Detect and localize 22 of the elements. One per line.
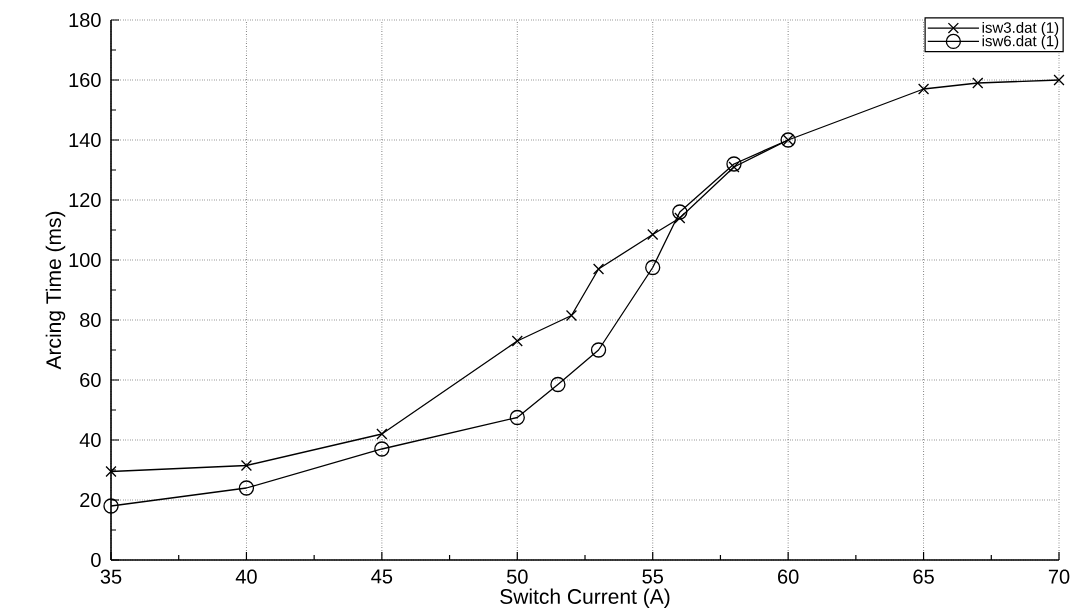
x-tick-label: 70 [1048, 569, 1070, 584]
x-tick-label: 45 [371, 569, 393, 584]
y-tick-label: 40 [79, 432, 101, 448]
y-tick-label: 60 [80, 372, 101, 388]
x-tick-label: 50 [506, 569, 528, 584]
y-tick-label: 120 [69, 192, 101, 208]
y-tick-label: 0 [91, 552, 101, 568]
y-tick-label: 100 [69, 252, 101, 268]
y-axis-title: Arcing Time (ms) [45, 211, 66, 370]
x-axis-title: Switch Current (A) [500, 588, 670, 609]
x-tick-label: 60 [778, 569, 799, 584]
x-tick-label: 55 [642, 569, 664, 584]
legend-label: isw6.dat (1) [982, 35, 1059, 50]
y-tick-label: 180 [69, 12, 101, 28]
y-tick-label: 140 [69, 132, 101, 148]
x-tick-label: 65 [913, 569, 934, 584]
x-tick-label: 40 [235, 569, 257, 584]
legend-label: isw3.dat (1) [982, 21, 1059, 36]
x-tick-label: 35 [100, 569, 122, 584]
y-tick-label: 160 [69, 72, 101, 88]
y-tick-label: 80 [80, 312, 101, 328]
y-tick-label: 20 [80, 492, 101, 508]
